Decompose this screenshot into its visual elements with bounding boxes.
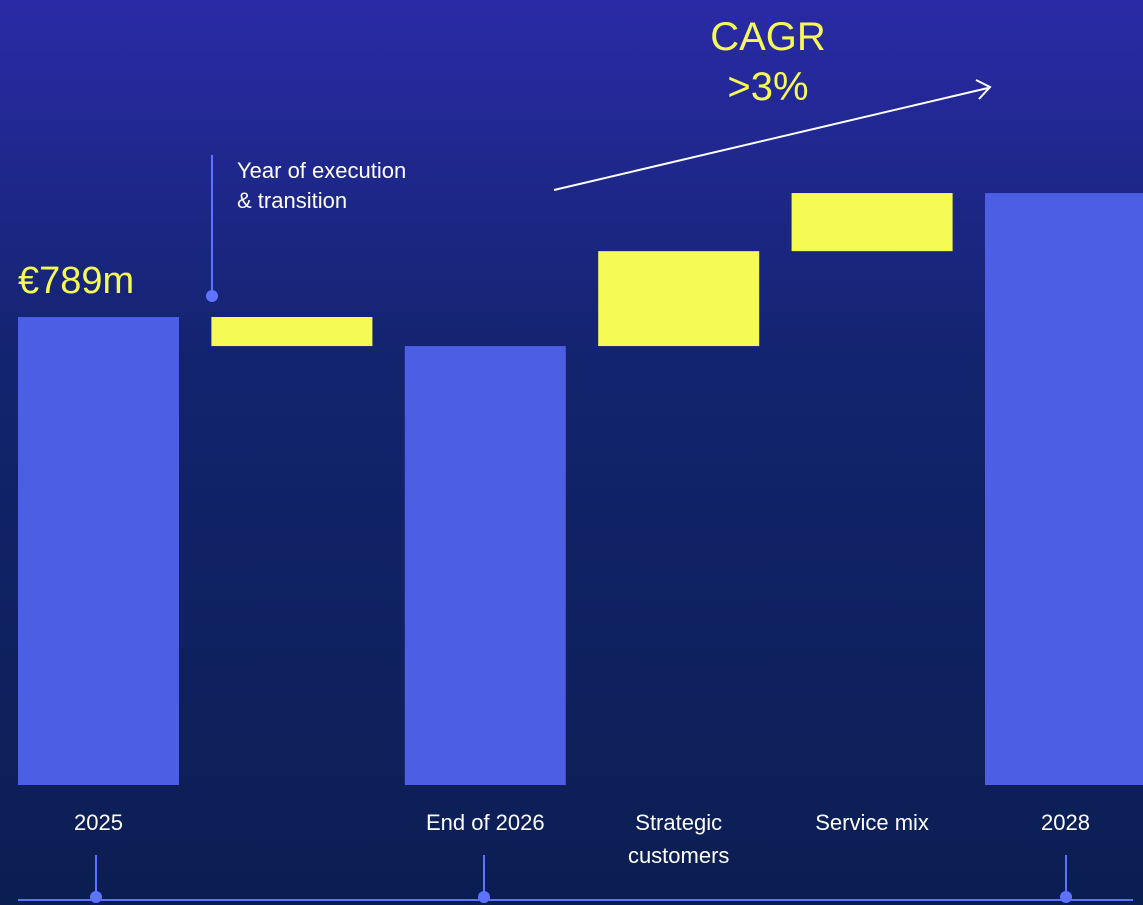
category-label: 2028	[1041, 810, 1090, 835]
timeline-dot	[1060, 891, 1072, 903]
total-bar	[18, 317, 179, 785]
category-label: End of 2026	[425, 810, 545, 835]
delta-bar	[598, 251, 760, 347]
timeline-dot	[478, 891, 490, 903]
cagr-arrow	[553, 87, 989, 191]
total-bar	[985, 193, 1143, 786]
category-label: Service mix	[815, 810, 929, 835]
delta-bar	[211, 317, 373, 347]
category-label: 2025	[74, 810, 123, 835]
value-label: €789m	[18, 260, 135, 302]
timeline-dot	[90, 891, 102, 903]
annotation-dot	[206, 290, 218, 302]
total-bar	[404, 346, 566, 785]
category-label: Strategic customers	[627, 810, 730, 868]
chart-title: CAGR >3%	[710, 15, 826, 109]
delta-bar	[791, 193, 953, 252]
arrow-head	[975, 79, 992, 100]
annotation: Year of execution & transition	[237, 158, 407, 213]
